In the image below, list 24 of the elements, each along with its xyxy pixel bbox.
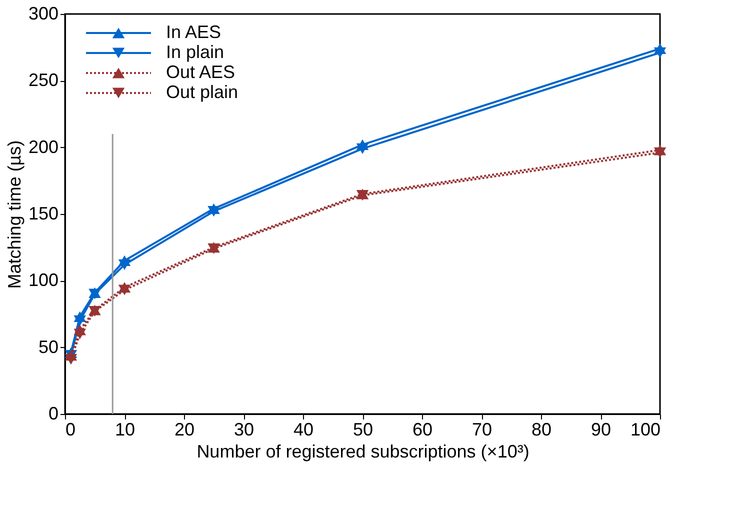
y-tick-label: 150 <box>28 204 58 224</box>
x-tick-label: 40 <box>293 420 314 440</box>
x-tick-label: 80 <box>531 420 552 440</box>
x-tick-label: 30 <box>234 420 254 440</box>
y-tick-label: 200 <box>28 136 58 157</box>
legend-label: Out AES <box>166 62 236 82</box>
x-tick-label: 20 <box>174 420 195 440</box>
x-tick-label: 70 <box>472 420 492 440</box>
x-tick-label: 100 <box>630 420 660 440</box>
y-tick-label: 250 <box>28 70 58 90</box>
y-tick-label: 300 <box>28 4 58 24</box>
legend-label: In AES <box>166 22 222 42</box>
legend-label: In plain <box>166 42 224 62</box>
legend-label: Out plain <box>166 82 238 102</box>
y-tick-label: 0 <box>48 404 58 424</box>
x-tick-label: 60 <box>412 420 433 440</box>
x-tick-label: 10 <box>114 420 136 440</box>
y-tick-label: 100 <box>28 270 58 290</box>
x-tick-label: 50 <box>352 420 374 440</box>
x-tick-label: 90 <box>590 420 612 440</box>
y-tick-label: 50 <box>38 336 58 357</box>
x-tick-label: 0 <box>66 420 76 440</box>
y-axis-title: Matching time (µs) <box>4 140 24 289</box>
x-axis-title: Number of registered subscriptions (×10³) <box>196 442 530 462</box>
